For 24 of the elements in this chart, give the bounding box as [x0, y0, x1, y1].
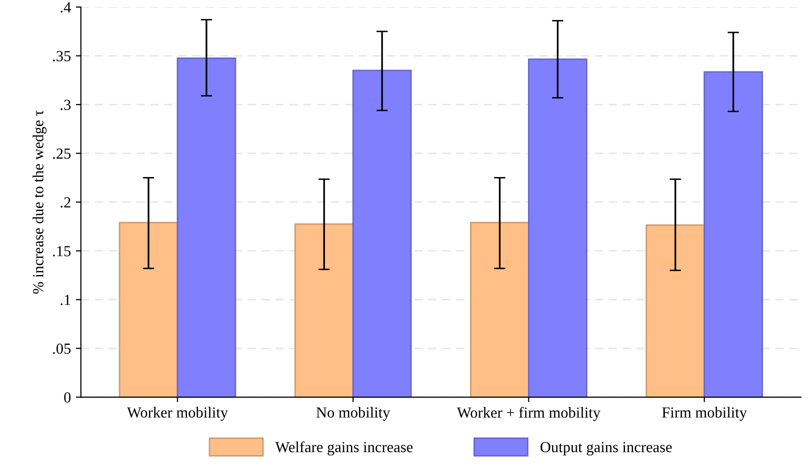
bar	[528, 58, 588, 398]
y-tick-label: .35	[53, 50, 71, 62]
bar	[646, 224, 706, 398]
y-tick-label: .25	[53, 148, 71, 159]
bar	[294, 223, 354, 398]
y-tick-label: .1	[60, 294, 70, 306]
bar	[118, 222, 178, 398]
y-axis-title: % increase due to the wedge τ	[32, 110, 47, 294]
bar	[352, 70, 412, 398]
bar	[470, 222, 530, 398]
x-tick-label: No mobility	[316, 406, 390, 421]
x-tick-label: Worker mobility	[126, 406, 228, 421]
x-tick-label: Firm mobility	[662, 406, 747, 421]
legend-label: Output gains increase	[540, 442, 672, 456]
y-tick-label: .15	[53, 246, 71, 256]
y-tick-label: .3	[60, 100, 71, 110]
x-tick-label: Worker + firm mobility	[456, 406, 600, 421]
legend-label: Welfare gains increase	[275, 441, 413, 456]
y-tick-label: .2	[60, 197, 70, 208]
bar	[704, 71, 763, 398]
y-tick-label: .05	[53, 344, 71, 354]
bar	[176, 58, 236, 398]
y-tick-label: .4	[60, 2, 71, 13]
y-tick-label: 0	[64, 392, 71, 403]
